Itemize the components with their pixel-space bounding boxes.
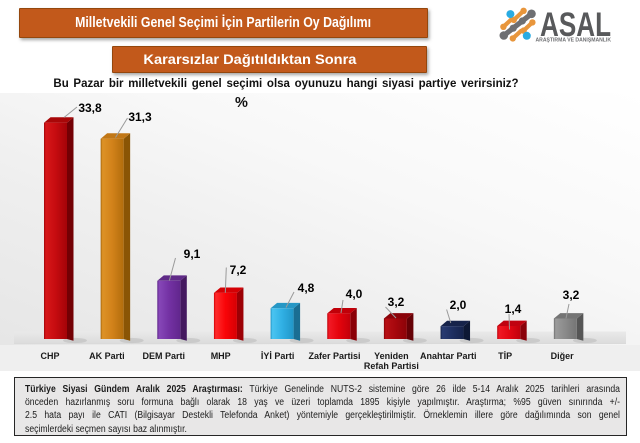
svg-text:ARAŞTIRMA VE DANIŞMANLIK: ARAŞTIRMA VE DANIŞMANLIK bbox=[536, 37, 612, 43]
svg-text:ASAL: ASAL bbox=[540, 6, 611, 44]
